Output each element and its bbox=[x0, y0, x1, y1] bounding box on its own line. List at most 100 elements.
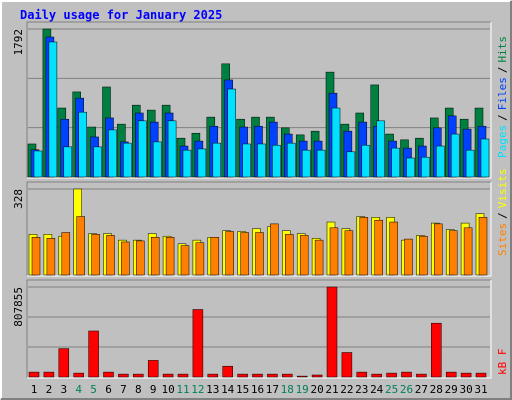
bar bbox=[356, 371, 368, 378]
x-tick-label: 22 bbox=[340, 383, 353, 396]
bar bbox=[91, 234, 100, 276]
legend-separator: / bbox=[496, 67, 509, 74]
bar bbox=[359, 217, 369, 276]
bar bbox=[326, 286, 338, 378]
legend-entry: Files bbox=[496, 77, 509, 110]
bar bbox=[480, 138, 490, 178]
bar bbox=[150, 236, 160, 276]
x-tick-label: 9 bbox=[150, 383, 157, 396]
x-tick-label: 4 bbox=[75, 383, 82, 396]
x-tick-label: 10 bbox=[161, 383, 174, 396]
bar bbox=[465, 149, 475, 178]
legend: Pages / Files / Hits bbox=[496, 36, 509, 158]
bar bbox=[389, 221, 398, 276]
bar bbox=[73, 372, 84, 378]
panel-bevel-dark bbox=[26, 21, 491, 178]
bar bbox=[314, 239, 324, 276]
legend-separator: / bbox=[496, 114, 509, 121]
bar bbox=[419, 235, 428, 276]
x-tick-label: 23 bbox=[355, 383, 368, 396]
panel-bevel-dark bbox=[26, 181, 491, 276]
bar bbox=[237, 373, 248, 378]
bar bbox=[76, 216, 85, 276]
bar bbox=[63, 146, 73, 178]
bar bbox=[78, 111, 87, 178]
bar bbox=[118, 373, 129, 378]
bar bbox=[361, 144, 371, 178]
bar bbox=[434, 223, 443, 276]
bar bbox=[475, 372, 487, 378]
bar bbox=[165, 236, 175, 276]
bar bbox=[61, 232, 71, 276]
x-tick-label: 28 bbox=[430, 383, 443, 396]
bar bbox=[192, 309, 204, 378]
x-tick-label: 1 bbox=[31, 383, 38, 396]
bar bbox=[416, 373, 427, 378]
y-tick-label: 328 bbox=[12, 189, 25, 209]
x-tick-label: 19 bbox=[296, 383, 309, 396]
bar bbox=[270, 223, 279, 276]
x-tick-label: 24 bbox=[370, 383, 384, 396]
bar bbox=[136, 240, 145, 276]
bar bbox=[33, 150, 43, 178]
bar bbox=[212, 142, 222, 178]
bar bbox=[147, 360, 159, 378]
bar bbox=[46, 238, 56, 276]
bar bbox=[207, 373, 219, 378]
legend-separator: / bbox=[496, 212, 509, 219]
x-tick-label: 18 bbox=[281, 383, 294, 396]
bar bbox=[478, 217, 488, 276]
bar bbox=[267, 373, 278, 378]
x-tick-label: 20 bbox=[310, 383, 323, 396]
bar bbox=[108, 129, 117, 178]
x-tick-label: 16 bbox=[251, 383, 264, 396]
legend-entry: Hits bbox=[496, 36, 509, 63]
bar bbox=[88, 330, 99, 378]
bar bbox=[299, 235, 309, 276]
chart-title: Daily usage for January 2025 bbox=[20, 8, 222, 22]
bar bbox=[103, 371, 114, 378]
bar bbox=[311, 374, 323, 378]
bar bbox=[123, 142, 132, 178]
bar bbox=[386, 372, 397, 378]
bar bbox=[31, 236, 41, 276]
x-tick-label: 26 bbox=[400, 383, 413, 396]
bar bbox=[121, 241, 130, 276]
bar bbox=[344, 230, 354, 276]
x-tick-label: 11 bbox=[176, 383, 189, 396]
bar bbox=[371, 373, 382, 378]
bar bbox=[404, 238, 413, 276]
x-tick-label: 30 bbox=[459, 383, 472, 396]
bar bbox=[272, 144, 281, 178]
bar bbox=[406, 157, 415, 178]
x-tick-label: 27 bbox=[415, 383, 428, 396]
bar bbox=[436, 145, 445, 178]
panel-bevel-light bbox=[27, 280, 492, 379]
bar bbox=[448, 230, 458, 276]
bar bbox=[162, 373, 174, 378]
x-tick-label: 8 bbox=[135, 383, 142, 396]
legend-entry: Visits bbox=[496, 169, 509, 209]
x-tick-label: 7 bbox=[120, 383, 127, 396]
bar bbox=[255, 232, 264, 276]
panel-bevel-light bbox=[27, 22, 492, 179]
bar bbox=[43, 371, 55, 378]
x-tick-label: 29 bbox=[445, 383, 458, 396]
panel-bevel-dark bbox=[26, 279, 491, 378]
bar bbox=[93, 146, 102, 178]
bar bbox=[296, 375, 308, 378]
bar bbox=[225, 231, 234, 276]
x-tick-label: 6 bbox=[105, 383, 112, 396]
bar bbox=[240, 232, 249, 276]
x-tick-label: 3 bbox=[60, 383, 67, 396]
bar bbox=[285, 234, 294, 276]
bar bbox=[152, 141, 162, 178]
bar bbox=[58, 348, 70, 378]
legend: kB F bbox=[496, 349, 509, 376]
bar bbox=[180, 245, 190, 276]
x-tick-label: 25 bbox=[385, 383, 398, 396]
bar bbox=[401, 371, 412, 378]
